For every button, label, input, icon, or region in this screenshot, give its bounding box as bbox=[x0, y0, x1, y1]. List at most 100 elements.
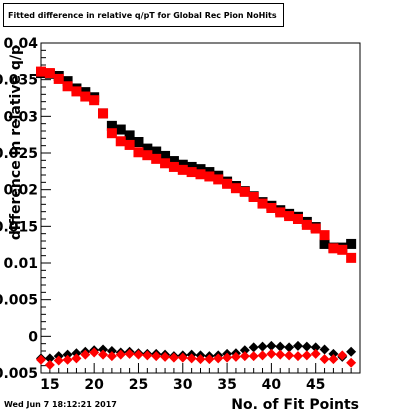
diamond-marker bbox=[89, 347, 100, 358]
square-marker bbox=[62, 81, 73, 92]
square-marker bbox=[195, 164, 206, 175]
square-marker bbox=[319, 230, 330, 241]
square-marker bbox=[160, 158, 171, 169]
diamond-marker bbox=[310, 348, 321, 359]
square-marker bbox=[71, 86, 82, 97]
diamond-marker bbox=[71, 348, 82, 359]
square-marker bbox=[186, 167, 197, 178]
square-marker bbox=[89, 95, 100, 106]
diamond-marker bbox=[186, 353, 197, 364]
chart-title: Fitted difference in relative q/pT for G… bbox=[8, 10, 277, 20]
y-tick-label: 0.03 bbox=[3, 109, 38, 125]
square-marker bbox=[106, 128, 117, 139]
x-tick-label: 25 bbox=[129, 377, 148, 393]
square-marker bbox=[115, 124, 126, 135]
diamond-marker bbox=[168, 352, 179, 363]
diamond-marker bbox=[133, 349, 144, 360]
x-axis-title: No. of Fit Points bbox=[231, 397, 359, 413]
diamond-marker bbox=[115, 349, 126, 360]
diamond-marker bbox=[292, 351, 303, 362]
square-marker bbox=[151, 153, 162, 164]
square-marker bbox=[239, 186, 250, 197]
square-marker bbox=[248, 192, 259, 202]
diamond-marker bbox=[346, 346, 357, 357]
chart-title-box: Fitted difference in relative q/pT for G… bbox=[3, 3, 284, 27]
diamond-marker bbox=[301, 350, 312, 361]
diamond-marker bbox=[275, 349, 286, 360]
square-marker bbox=[151, 146, 162, 157]
diamond-marker bbox=[36, 354, 46, 365]
y-tick-label: 0.02 bbox=[3, 183, 38, 199]
diamond-marker bbox=[292, 340, 303, 351]
diamond-marker bbox=[310, 342, 321, 353]
square-marker bbox=[204, 171, 215, 182]
x-tick-label: 45 bbox=[306, 377, 325, 393]
square-marker bbox=[266, 203, 277, 213]
diamond-marker bbox=[71, 353, 82, 364]
square-marker bbox=[186, 161, 197, 172]
square-marker bbox=[133, 147, 144, 158]
diamond-marker bbox=[257, 341, 268, 352]
square-marker bbox=[230, 183, 241, 194]
diamond-marker bbox=[177, 352, 188, 363]
square-marker bbox=[275, 207, 286, 218]
y-tick-label: 0.035 bbox=[0, 73, 38, 89]
diamond-marker bbox=[142, 350, 153, 361]
diamond-marker bbox=[266, 340, 277, 351]
diamond-marker bbox=[328, 348, 339, 359]
square-marker bbox=[80, 91, 91, 102]
x-tick-label: 30 bbox=[173, 377, 193, 393]
square-marker bbox=[106, 120, 117, 131]
square-marker bbox=[346, 238, 357, 249]
x-tick-label: 20 bbox=[84, 377, 104, 393]
square-marker bbox=[328, 243, 339, 254]
diamond-marker bbox=[98, 344, 109, 355]
square-marker bbox=[213, 174, 224, 185]
square-marker bbox=[53, 73, 64, 84]
diamond-marker bbox=[346, 357, 357, 368]
diamond-marker bbox=[44, 359, 55, 370]
diamond-marker bbox=[80, 349, 91, 360]
y-tick-label: -0.005 bbox=[0, 366, 38, 382]
diamond-marker bbox=[222, 352, 233, 363]
diamond-marker bbox=[301, 341, 312, 352]
x-tick-label: 40 bbox=[262, 377, 282, 393]
square-marker bbox=[62, 76, 73, 87]
square-marker bbox=[124, 139, 135, 150]
y-tick-label: 0 bbox=[28, 329, 38, 345]
square-marker bbox=[222, 178, 233, 189]
diamond-marker bbox=[328, 354, 339, 365]
diamond-marker bbox=[106, 346, 117, 356]
square-marker bbox=[177, 164, 188, 175]
x-tick-label: 35 bbox=[217, 377, 236, 393]
diamond-marker bbox=[98, 349, 109, 360]
diamond-marker bbox=[44, 353, 55, 364]
square-marker bbox=[284, 211, 295, 222]
diamond-marker bbox=[266, 348, 277, 359]
diamond-marker bbox=[239, 345, 250, 356]
square-marker bbox=[98, 108, 109, 119]
y-tick-label: 0.025 bbox=[0, 146, 38, 162]
diamond-marker bbox=[62, 349, 73, 360]
square-marker bbox=[337, 244, 348, 255]
square-marker bbox=[168, 156, 179, 167]
diamond-marker bbox=[319, 344, 330, 355]
square-marker bbox=[292, 214, 303, 224]
square-marker bbox=[257, 198, 268, 209]
diamond-marker bbox=[160, 351, 171, 362]
square-marker bbox=[177, 159, 188, 170]
square-marker bbox=[310, 223, 321, 234]
diamond-marker bbox=[213, 353, 224, 364]
axis-ticks: 15 20 25 30 35 40 45 -0.005 0 0.005 0.01 0.015 0.02 0… bbox=[0, 36, 361, 393]
square-marker bbox=[142, 143, 153, 154]
diamond-marker bbox=[239, 351, 250, 362]
square-marker bbox=[133, 137, 144, 147]
diamond-marker bbox=[124, 348, 135, 359]
diamond-marker bbox=[284, 350, 295, 361]
diamond-marker bbox=[230, 351, 241, 362]
data-points bbox=[36, 66, 357, 370]
square-marker bbox=[301, 219, 312, 230]
diamond-marker bbox=[151, 351, 162, 362]
diamond-marker bbox=[204, 354, 215, 365]
y-tick-label: 0.005 bbox=[0, 293, 38, 309]
